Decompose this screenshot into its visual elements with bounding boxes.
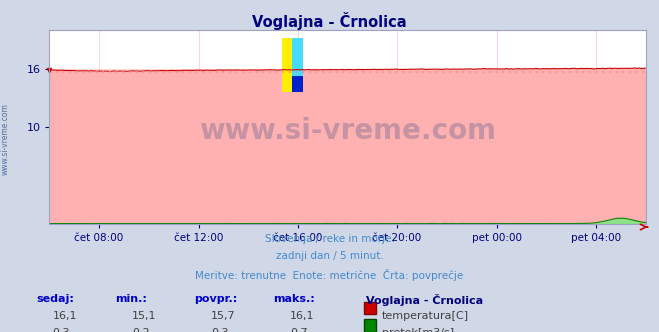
Text: Slovenija / reke in morje.: Slovenija / reke in morje. [264, 234, 395, 244]
Text: Voglajna - Črnolica: Voglajna - Črnolica [252, 12, 407, 30]
Text: 0,3: 0,3 [211, 328, 229, 332]
Text: www.si-vreme.com: www.si-vreme.com [1, 104, 10, 175]
FancyBboxPatch shape [293, 76, 303, 92]
Text: zadnji dan / 5 minut.: zadnji dan / 5 minut. [275, 251, 384, 261]
FancyBboxPatch shape [293, 38, 303, 76]
FancyBboxPatch shape [282, 38, 293, 92]
Text: 15,1: 15,1 [132, 311, 156, 321]
Text: maks.:: maks.: [273, 294, 315, 304]
Text: 0,2: 0,2 [132, 328, 150, 332]
Text: pretok[m3/s]: pretok[m3/s] [382, 328, 453, 332]
Text: Voglajna - Črnolica: Voglajna - Črnolica [366, 294, 483, 306]
Text: 15,7: 15,7 [211, 311, 235, 321]
Text: min.:: min.: [115, 294, 147, 304]
Text: 16,1: 16,1 [290, 311, 314, 321]
Text: www.si-vreme.com: www.si-vreme.com [199, 117, 496, 145]
Text: sedaj:: sedaj: [36, 294, 74, 304]
Text: temperatura[C]: temperatura[C] [382, 311, 469, 321]
Text: povpr.:: povpr.: [194, 294, 238, 304]
Text: Meritve: trenutne  Enote: metrične  Črta: povprečje: Meritve: trenutne Enote: metrične Črta: … [195, 269, 464, 281]
Text: 16,1: 16,1 [53, 311, 77, 321]
Text: 0,3: 0,3 [53, 328, 71, 332]
Text: 0,7: 0,7 [290, 328, 308, 332]
